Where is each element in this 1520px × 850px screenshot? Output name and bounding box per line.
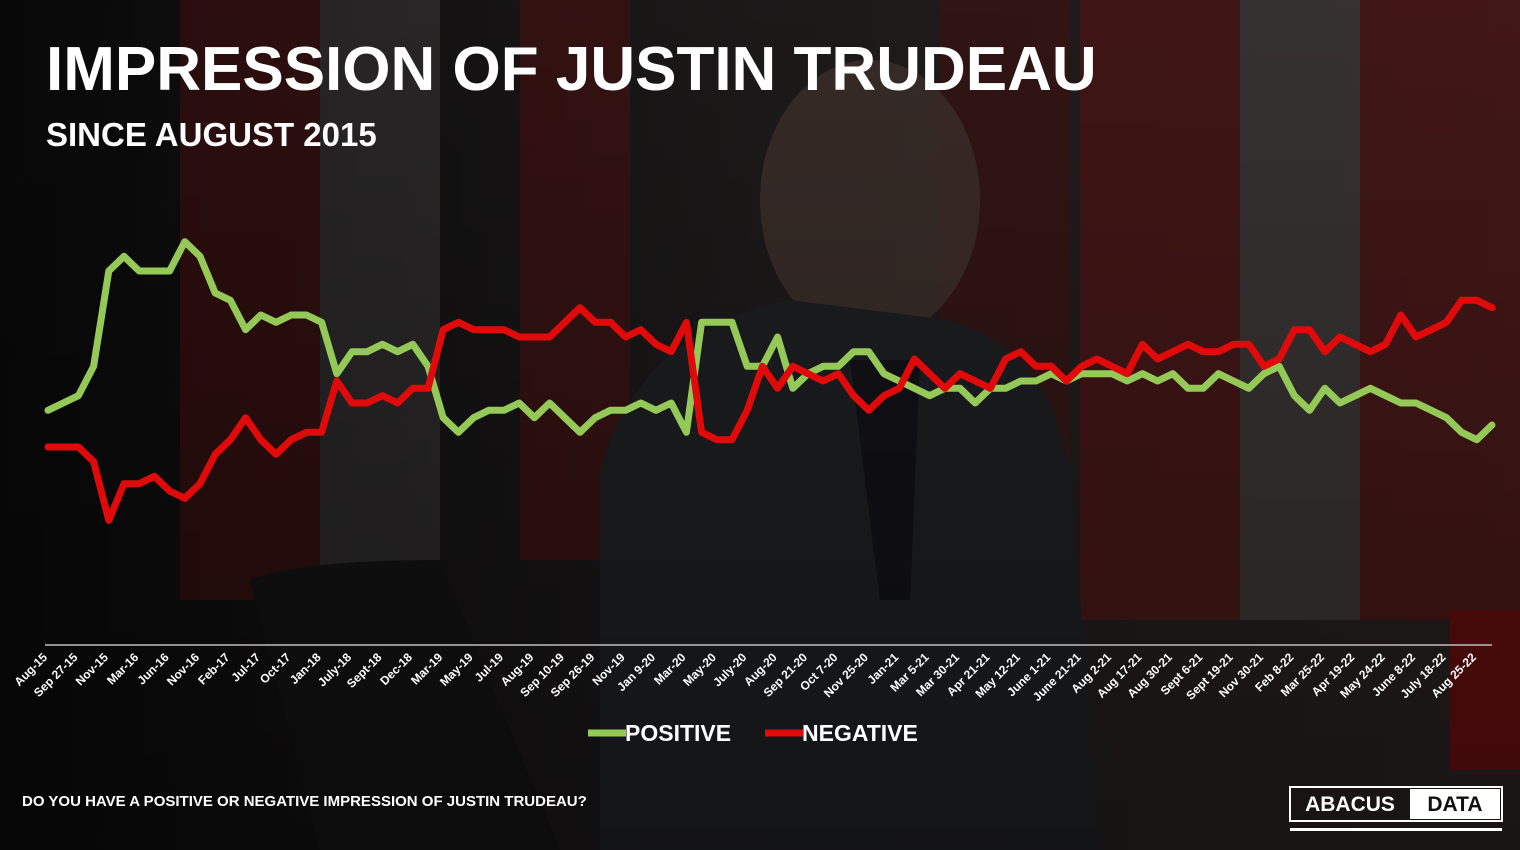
logo-text: ABACUS bbox=[1305, 793, 1395, 816]
source-logo: ABACUS DATA bbox=[1289, 786, 1503, 831]
series-line bbox=[44, 296, 1496, 524]
legend-label: POSITIVE bbox=[625, 720, 731, 746]
series-line bbox=[44, 238, 1496, 444]
logo-block bbox=[1410, 789, 1500, 819]
logo-frame bbox=[1289, 786, 1503, 822]
logo-underline bbox=[1290, 828, 1502, 831]
chart-subtitle: SINCE AUGUST 2015 bbox=[46, 116, 377, 153]
chart-title: IMPRESSION OF JUSTIN TRUDEAU bbox=[46, 35, 1097, 104]
logo-text: DATA bbox=[1427, 793, 1482, 816]
legend-label: NEGATIVE bbox=[802, 720, 918, 746]
question-text: DO YOU HAVE A POSITIVE OR NEGATIVE IMPRE… bbox=[22, 793, 587, 810]
